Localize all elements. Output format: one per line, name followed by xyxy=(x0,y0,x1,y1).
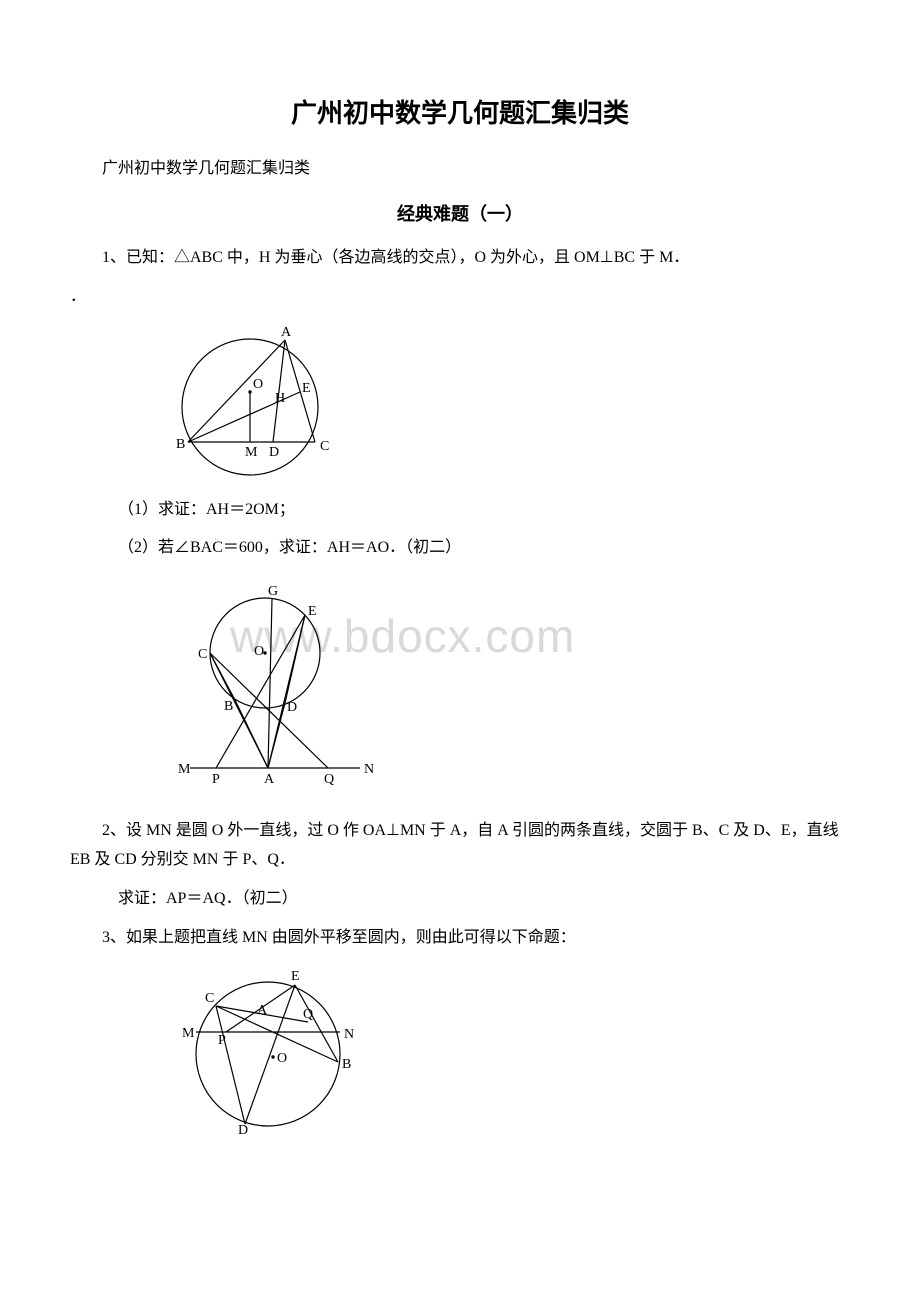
fig2-label-G: G xyxy=(268,584,278,599)
subtitle: 广州初中数学几何题汇集归类 xyxy=(70,155,850,184)
fig3-label-O: O xyxy=(277,1051,287,1066)
fig1-label-C: C xyxy=(320,439,329,454)
fig3-label-E: E xyxy=(291,969,300,984)
problem-1-intro: 1、已知：△ABC 中，H 为垂心（各边高线的交点），O 为外心，且 OM⊥BC… xyxy=(70,244,850,273)
fig3-label-A: A xyxy=(257,1003,268,1018)
fig1-label-H: H xyxy=(275,391,285,406)
fig2-label-N: N xyxy=(364,762,374,777)
problem-1-period: ． xyxy=(70,283,850,312)
problem-2-intro: 2、设 MN 是圆 O 外一直线，过 O 作 OA⊥MN 于 A，自 A 引圆的… xyxy=(70,817,850,875)
fig2-label-B: B xyxy=(224,699,233,714)
figure-3: E C M N P A Q O B D xyxy=(150,962,850,1137)
problem-1-q2: （2）若∠BAC＝600，求证：AH＝AO．（初二） xyxy=(70,534,850,563)
fig1-label-B: B xyxy=(176,437,185,452)
fig1-label-O: O xyxy=(253,377,263,392)
fig3-label-C: C xyxy=(205,991,214,1006)
fig3-label-P: P xyxy=(218,1033,226,1048)
page-title: 广州初中数学几何题汇集归类 xyxy=(70,90,850,137)
fig2-label-Q: Q xyxy=(324,772,334,787)
fig2-label-P: P xyxy=(212,772,220,787)
fig2-label-O: O xyxy=(254,644,264,659)
fig1-label-D: D xyxy=(269,445,279,460)
fig1-label-E: E xyxy=(302,381,311,396)
fig3-label-Q: Q xyxy=(303,1007,313,1022)
figure-2: G E C O B D M N P A Q xyxy=(150,573,850,803)
figure-1: A B C O M D H E xyxy=(150,322,850,482)
fig2-label-C: C xyxy=(198,647,207,662)
fig2-label-E: E xyxy=(308,604,317,619)
fig2-label-D: D xyxy=(287,700,297,715)
fig1-label-M: M xyxy=(245,445,258,460)
fig2-label-M: M xyxy=(178,762,191,777)
problem-2-req: 求证：AP＝AQ．（初二） xyxy=(70,885,850,914)
fig1-label-A: A xyxy=(281,325,292,340)
fig3-label-M: M xyxy=(182,1026,195,1041)
problem-3-intro: 3、如果上题把直线 MN 由圆外平移至圆内，则由此可得以下命题： xyxy=(70,924,850,953)
fig3-label-B: B xyxy=(342,1057,351,1072)
fig3-label-N: N xyxy=(344,1027,354,1042)
problem-1-q1: （1）求证：AH＝2OM； xyxy=(70,496,850,525)
section-heading: 经典难题（一） xyxy=(70,198,850,230)
fig3-label-D: D xyxy=(238,1123,248,1137)
fig2-label-A: A xyxy=(264,772,275,787)
